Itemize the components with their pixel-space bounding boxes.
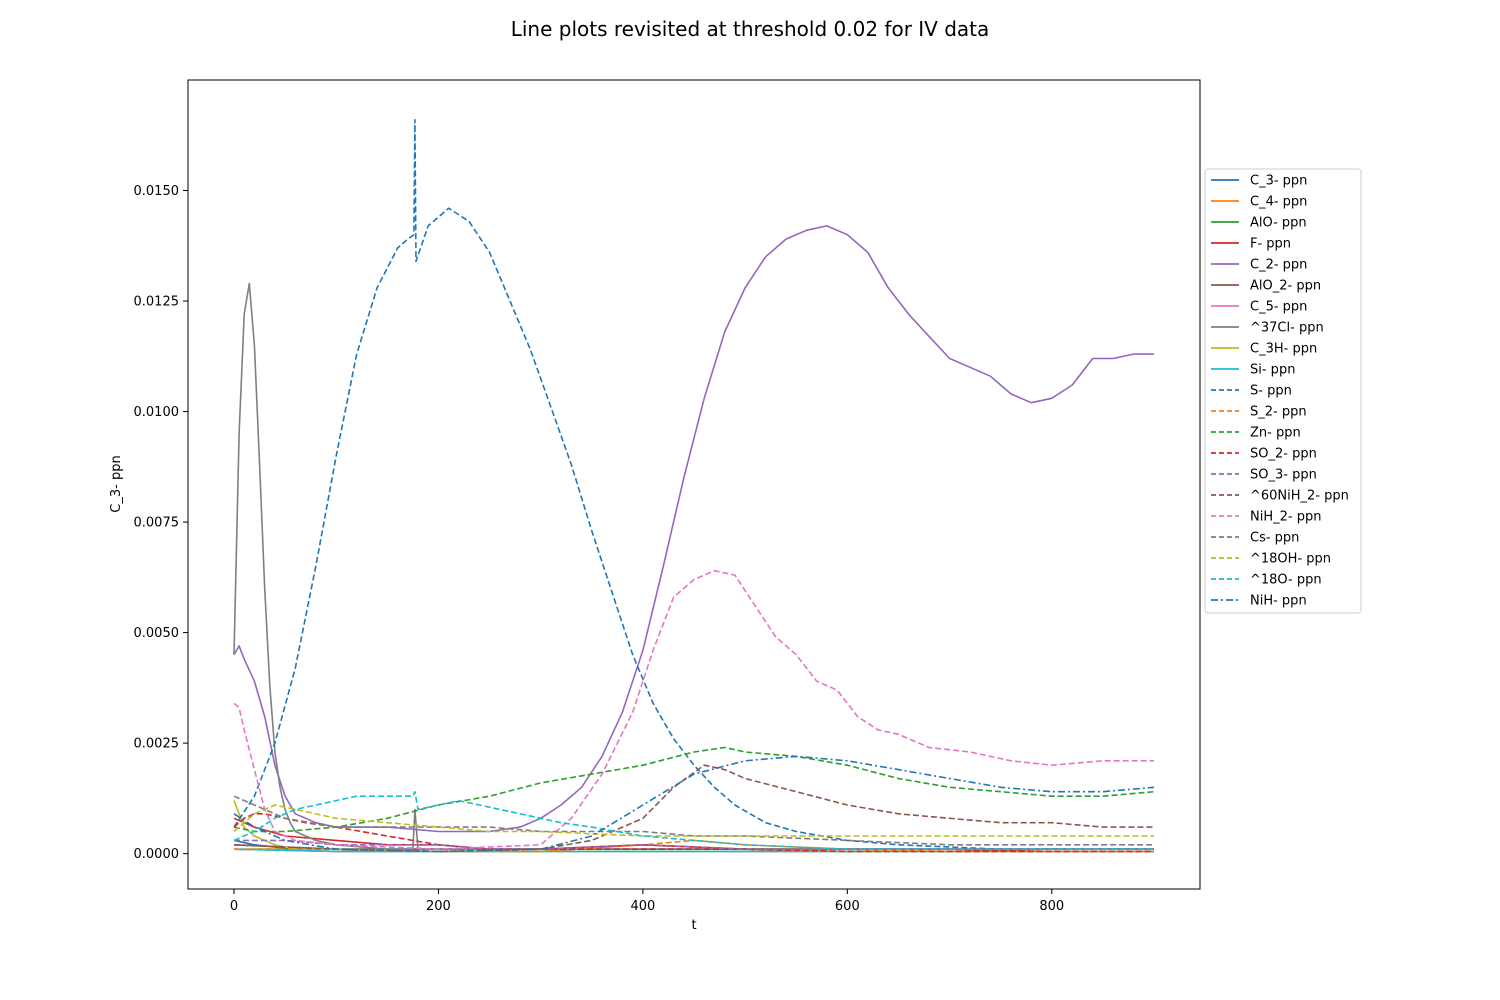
series-line-10 (233, 119, 1154, 851)
legend-label: AlO_2- ppn (1250, 279, 1321, 294)
legend-frame (1204, 168, 1362, 614)
legend-label: C_4- ppn (1250, 195, 1307, 210)
series-line-4 (233, 225, 1154, 833)
legend-label: Cs- ppn (1250, 531, 1299, 546)
series-line-12 (233, 746, 1155, 833)
y-tick-label: 0.0125 (134, 295, 180, 310)
y-axis-label: C_3- ppn (109, 455, 124, 512)
y-axis: 0.0000 0.0025 0.0050 0.0075 0.0100 0.0125 0.01… (134, 184, 188, 862)
series-line-18 (233, 804, 1154, 837)
legend-label: NiH- ppn (1250, 594, 1307, 609)
series-line-20 (233, 755, 1155, 853)
series-line-19 (233, 790, 1154, 851)
y-tick-label: 0.0000 (134, 847, 180, 862)
legend-label: SO_2- ppn (1250, 447, 1317, 462)
x-tick-label: 800 (1039, 899, 1064, 914)
legend-label: C_3- ppn (1250, 174, 1307, 189)
series-layer (233, 119, 1155, 853)
series-line-17 (233, 795, 1154, 846)
legend-label: S- ppn (1250, 384, 1292, 399)
y-tick-label: 0.0025 (134, 737, 180, 752)
legend: C_3- ppn C_4- ppn AlO- ppn F- ppn C_2- ppn Al… (1204, 168, 1362, 614)
legend-label: C_5- ppn (1250, 300, 1307, 315)
axes-frame (187, 79, 1201, 890)
series-line-13 (233, 812, 1154, 853)
y-tick-label: 0.0150 (134, 184, 180, 199)
y-tick-label: 0.0075 (134, 516, 180, 531)
legend-label: NiH_2- ppn (1250, 510, 1321, 525)
legend-label: C_2- ppn (1250, 258, 1307, 273)
y-tick-label: 0.0050 (134, 626, 180, 641)
legend-label: ^18OH- ppn (1250, 552, 1331, 567)
legend-label: C_3H- ppn (1250, 342, 1317, 357)
legend-label: SO_3- ppn (1250, 468, 1317, 483)
legend-label: AlO- ppn (1250, 216, 1307, 231)
x-tick-label: 200 (426, 899, 451, 914)
legend-label: ^37Cl- ppn (1250, 321, 1324, 336)
x-tick-label: 600 (835, 899, 860, 914)
series-line-16 (233, 569, 1154, 851)
y-tick-label: 0.0100 (134, 405, 180, 420)
legend-label: Si- ppn (1250, 363, 1295, 378)
legend-label: ^60NiH_2- ppn (1250, 489, 1349, 504)
chart-title: Line plots revisited at threshold 0.02 f… (511, 17, 990, 41)
x-tick-label: 0 (230, 899, 238, 914)
x-tick-label: 400 (630, 899, 655, 914)
legend-label: Zn- ppn (1250, 426, 1301, 441)
legend-label: F- ppn (1250, 237, 1291, 252)
legend-label: S_2- ppn (1250, 405, 1307, 420)
series-line-7 (233, 282, 1154, 851)
x-axis: 0 200 400 600 800 (230, 889, 1064, 914)
x-axis-label: t (691, 918, 696, 933)
legend-label: ^18O- ppn (1250, 573, 1322, 588)
series-line-15 (233, 764, 1154, 853)
